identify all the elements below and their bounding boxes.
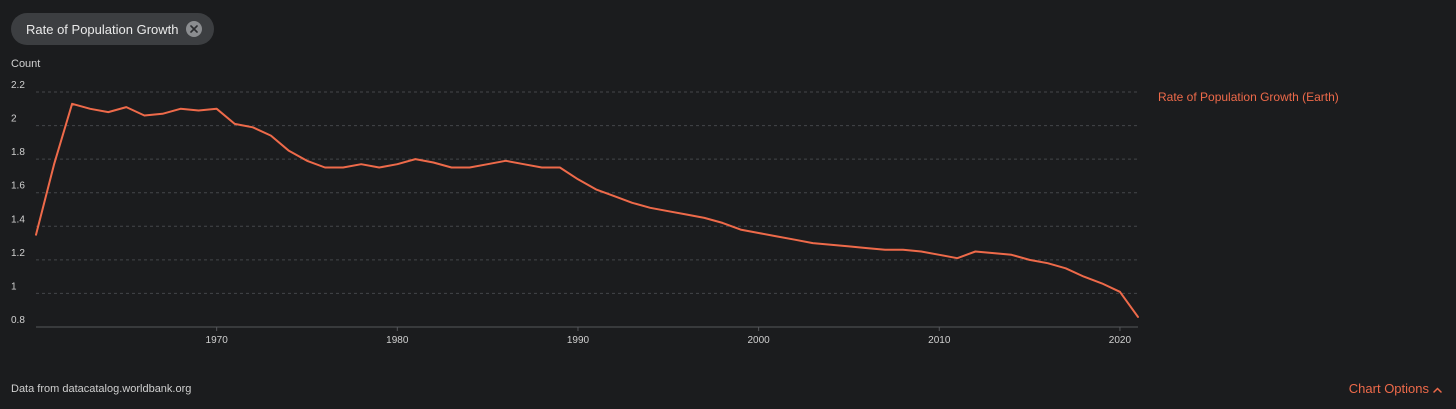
series-line-earth	[35, 102, 1139, 318]
y-tick-label: 1.2	[11, 248, 25, 259]
y-axis-label: Count	[11, 58, 40, 70]
legend-label: Rate of Population Growth (Earth)	[1158, 90, 1339, 104]
x-tick-label: 2020	[1109, 335, 1132, 346]
legend-item-earth[interactable]: Rate of Population Growth (Earth)	[1158, 90, 1339, 104]
x-tick-label: 1980	[386, 335, 409, 346]
data-source-note: Data from datacatalog.worldbank.org	[11, 383, 192, 395]
x-tick-label: 2000	[747, 335, 770, 346]
x-tick-label: 2010	[928, 335, 951, 346]
chart-options-label: Chart Options	[1348, 381, 1429, 396]
y-tick-label: 1	[11, 281, 17, 292]
close-circle-icon[interactable]	[186, 21, 202, 37]
y-tick-label: 0.8	[11, 315, 25, 326]
x-tick-label: 1970	[206, 335, 229, 346]
chevron-up-icon	[1433, 381, 1442, 396]
y-tick-label: 2	[11, 114, 17, 125]
chart-options-button[interactable]: Chart Options	[1349, 381, 1442, 396]
y-tick-label: 1.4	[11, 214, 25, 225]
y-tick-label: 2.2	[11, 80, 25, 91]
y-tick-label: 1.6	[11, 181, 25, 192]
x-tick-label: 1990	[567, 335, 590, 346]
filter-pill-population-growth[interactable]: Rate of Population Growth	[11, 13, 214, 45]
y-tick-label: 1.8	[11, 147, 25, 158]
filter-pill-label: Rate of Population Growth	[26, 21, 179, 37]
